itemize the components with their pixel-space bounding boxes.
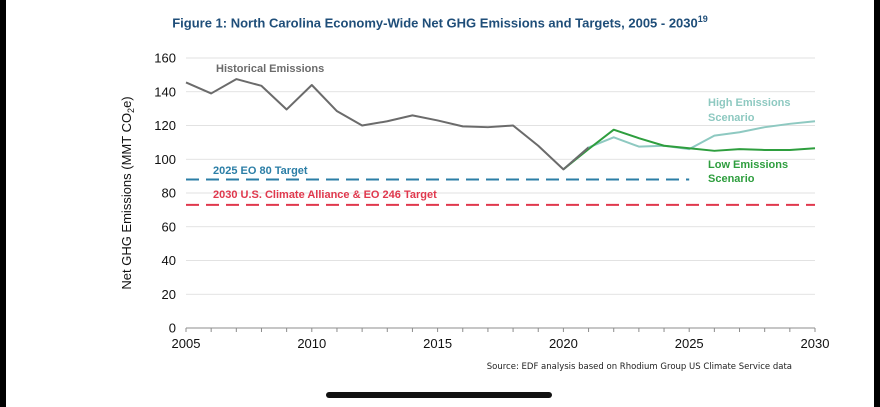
chart-title-text: Figure 1: North Carolina Economy-Wide Ne… xyxy=(172,15,698,31)
y-tick-label-100: 100 xyxy=(154,152,176,167)
y-tick-label-0: 0 xyxy=(169,321,176,336)
label-low-1: Low Emissions xyxy=(708,159,788,171)
series-line-0 xyxy=(185,78,590,171)
y-axis-title-main: Net GHG Emissions (MMT CO xyxy=(119,113,134,290)
y-tick-label-140: 140 xyxy=(154,84,176,99)
x-tick-label-2010: 2010 xyxy=(297,336,326,351)
chart-title-footnote: 19 xyxy=(697,14,708,24)
label-target-2030: 2030 U.S. Climate Alliance & EO 246 Targ… xyxy=(213,189,437,201)
y-tick-label-120: 120 xyxy=(154,118,176,133)
x-tick-label-2015: 2015 xyxy=(423,336,452,351)
annotations: Historical Emissions High Emissions Scenar… xyxy=(213,63,791,201)
right-screen-edge xyxy=(874,0,880,407)
home-indicator[interactable] xyxy=(326,392,552,398)
y-tick-label-80: 80 xyxy=(162,186,176,201)
x-tick-label-2030: 2030 xyxy=(801,336,830,351)
x-tick-label-2020: 2020 xyxy=(549,336,578,351)
target-lines xyxy=(186,178,815,206)
label-target-2025: 2025 EO 80 Target xyxy=(213,165,308,177)
y-tick-label-60: 60 xyxy=(162,219,176,234)
label-low-2: Scenario xyxy=(708,173,755,185)
gridlines xyxy=(186,57,815,295)
y-axis-title-subscript: 2 xyxy=(126,108,136,113)
series-line-2 xyxy=(562,128,816,171)
label-historical: Historical Emissions xyxy=(216,63,324,75)
series-lines xyxy=(185,78,816,171)
y-tick-label-160: 160 xyxy=(154,51,176,66)
y-axis-title-end: e) xyxy=(119,96,134,108)
y-tick-label-40: 40 xyxy=(162,253,176,268)
axes: 0 20 40 60 80 100 120 140 160 2005 2010 2015 2020 202… xyxy=(119,51,829,352)
chart-title: Figure 1: North Carolina Economy-Wide Ne… xyxy=(0,14,880,30)
x-tick-label-2025: 2025 xyxy=(675,336,704,351)
y-tick-label-20: 20 xyxy=(162,287,176,302)
x-tick-label-2005: 2005 xyxy=(172,336,201,351)
label-high-2: Scenario xyxy=(708,112,755,124)
left-screen-edge xyxy=(0,0,6,407)
label-high-1: High Emissions xyxy=(708,97,791,109)
source-note: Source: EDF analysis based on Rhodium Gr… xyxy=(486,362,792,372)
y-axis-title: Net GHG Emissions (MMT CO2e) xyxy=(119,96,136,289)
